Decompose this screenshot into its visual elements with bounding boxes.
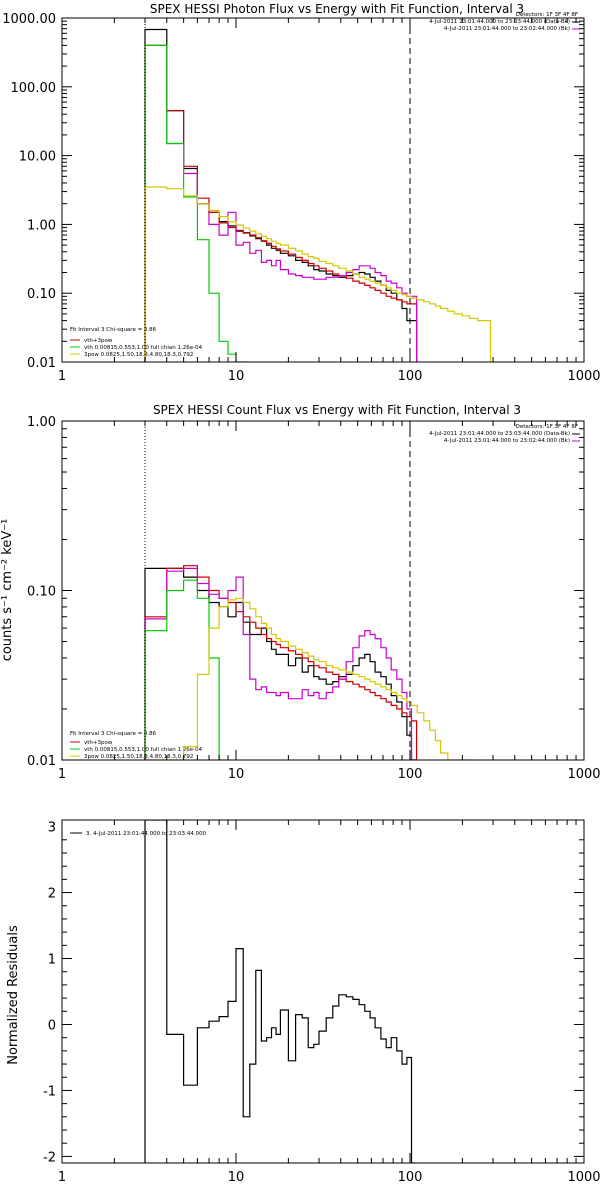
panel-2-ytick-label: 0.10 [27,585,56,600]
panel-1-frame [61,17,585,363]
panel-1-ytick-label: 10.00 [19,150,56,165]
photon-data-interval-text: 4-Jul-2011 23:01:44.000 to 23:03:44.000 … [429,19,570,25]
panel-2-series-4 [144,579,225,760]
panel-2-ytick-label: 0.01 [27,754,56,769]
panel-2-series-1 [144,567,417,760]
panel-3-ytick-label: 0 [48,1018,56,1033]
panel-2-series-5 [145,597,475,760]
panel-3-ytick-label: 2 [48,887,56,902]
panel-1-ytick-label: 1.00 [27,218,56,233]
count-flux-ylabel: counts s⁻¹ cm⁻² keV⁻¹ [0,519,15,662]
photon-fit-text: Fit Interval 3 Chi-square = 0.86 [70,327,157,333]
photon-detectors-text: Detectors: 1F 3F 4F 8F [516,12,578,18]
count-detectors-text: Detectors: 1F 3F 4F 8F [516,424,578,430]
count-legend-label-3pow: 3pow 0.0825,1.50,18.3,4.80,18.3,0.792 [84,754,193,760]
count-data-interval-text: 4-Jul-2011 23:01:44.000 to 23:03:44.000 … [429,431,570,437]
panel-1-ytick-label: 0.01 [27,356,56,371]
panel-1-series-3 [144,44,418,362]
panel-3-ytick-label: -2 [43,1150,56,1165]
count-flux-title: SPEX HESSI Count Flux vs Energy with Fit… [153,403,521,417]
residuals-legend-label: 3. 4-Jul-2011 23:01:44.000 to 23:03:44.0… [86,831,207,837]
panel-1-ytick-label: 100.00 [11,81,57,96]
plot-layers: 1 10 100 10000.010.101.0010.00100.001000.00… [2,12,600,1185]
panel-3-xtick-label: 10 [228,1170,245,1185]
panel-2-xtick-label: 10 [228,767,245,782]
panel-2-plot: 1 10 100 1000 0.01 0.10 1.00 [27,415,600,782]
panel-3-ytick-label: -1 [43,1084,56,1099]
residuals-ylabel: Normalized Residuals [6,925,21,1065]
panel-2-ytick-label: 1.00 [27,415,56,430]
photon-flux-panel: SPEX HESSI Photon Flux vs Energy with Fi… [70,2,580,358]
photon-legend-label-vth3pow: vth+3pow [84,338,113,344]
photon-flux-title: SPEX HESSI Photon Flux vs Energy with Fi… [150,2,524,16]
panel-1-xtick-label: 1000 [567,369,600,384]
panel-3-plot: 1 10 100 1000 -2 -1 0 1 2 3 [43,819,600,1185]
panel-1-xtick-label: 10 [228,369,245,384]
panel-1-xtick-label: 100 [398,369,423,384]
count-bk-interval-text: 4-Jul-2011 23:01:44.000 to 23:02:44.000 … [444,438,570,444]
panel-2-xtick-label: 1000 [567,767,600,782]
panel-3-xtick-label: 100 [398,1170,423,1185]
panel-2-series-3 [144,567,417,760]
photon-bk-interval-text: 4-Jul-2011 23:01:44.000 to 23:02:44.000 … [444,26,570,32]
panel-1-series-5 [144,186,496,362]
panel-3-xtick-label: 1 [58,1170,66,1185]
panel-2-xtick-label: 1 [58,767,66,782]
panel-1-ytick-label: 1000.00 [2,12,56,27]
panel-1-ytick-label: 0.10 [27,287,56,302]
photon-legend-label-3pow: 3pow 0.0825,1.50,18.3,4.80,18.3,0.792 [84,352,193,358]
panel-2-xtick-label: 100 [398,767,423,782]
panel-1-plot: 1 10 100 1000 0.01 0.10 1.00 10.00 100.00 1000.00 [2,12,600,384]
residuals-panel: 3. 4-Jul-2011 23:01:44.000 to 23:03:44.0… [6,831,207,1065]
panel-1-xtick-label: 1 [58,369,66,384]
panel-3-ytick-label: 1 [48,953,56,968]
panel-3-xtick-label: 1000 [567,1170,600,1185]
count-legend-label-vth3pow: vth+3pow [84,740,113,746]
count-flux-panel: SPEX HESSI Count Flux vs Energy with Fit… [0,403,580,760]
count-legend: vth+3pow vth 0.00815,0.553,1.00 full chi… [70,740,203,760]
photon-legend-label-vth: vth 0.00815,0.553,1.00 full chian 1.26e-… [84,345,203,351]
panel-3-series-1 [144,820,417,1163]
panel-3-ytick-label: 3 [48,821,56,836]
count-legend-label-vth: vth 0.00815,0.553,1.00 full chian 1.26e-… [84,747,203,753]
panel-3-frame [61,819,585,1164]
photon-legend: vth+3pow vth 0.00815,0.553,1.00 full chi… [70,338,203,358]
count-fit-text: Fit Interval 3 Chi-square = 0.86 [70,731,157,737]
